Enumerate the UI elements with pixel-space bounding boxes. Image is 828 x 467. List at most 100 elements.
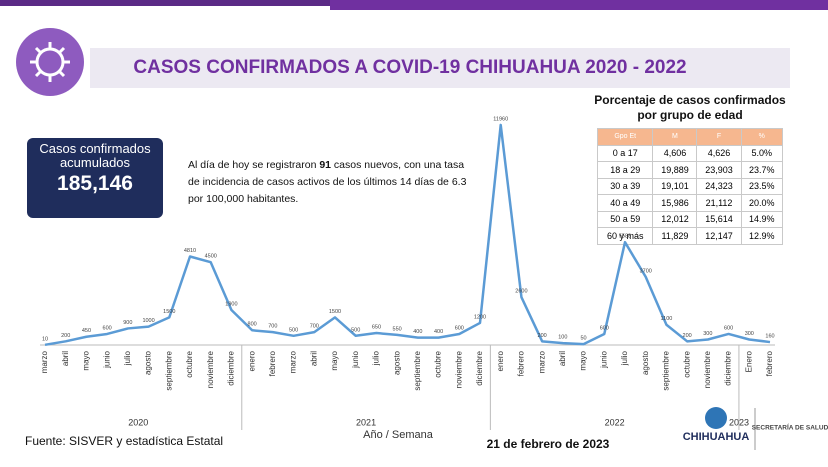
cell: 12,147 [696, 227, 742, 245]
data-label: 1500 [329, 309, 341, 315]
x-tick-label: marzo [40, 350, 49, 373]
virus-spikes [30, 42, 70, 82]
x-tick-label: febrero [268, 350, 277, 376]
summary-box: Casos confirmados acumulados 185,146 [27, 138, 163, 218]
data-label: 4500 [205, 254, 217, 260]
summary-value: 185,146 [57, 172, 133, 195]
x-tick-label: noviembre [206, 350, 215, 388]
note-bold: 91 [319, 159, 332, 171]
table-title: Porcentaje de casos confirmados por grup… [594, 93, 786, 122]
x-tick-label: junio [599, 350, 608, 368]
header-cell: M [652, 128, 698, 146]
x-tick-label: octubre [434, 350, 443, 377]
x-tick-label: diciembre [227, 350, 236, 385]
x-tick-label: febrero [765, 350, 774, 376]
x-tick-label: mayo [82, 350, 91, 370]
data-label: 1200 [474, 314, 486, 320]
x-tick-label: abril [558, 351, 567, 366]
data-label: 700 [310, 324, 319, 330]
age-table: Gpo Et M F% 0 a 17 4,606 4,626 5.0% 18 a 29 19,8… [596, 128, 783, 245]
x-tick-label: enero [247, 350, 256, 371]
cell: 5.0% [740, 144, 783, 162]
data-label: 200 [61, 333, 70, 339]
x-tick-label: julio [123, 350, 132, 366]
x-tick-label: marzo [537, 350, 546, 373]
data-label: 300 [745, 331, 754, 337]
data-label: 600 [455, 325, 464, 331]
title: CASOS CONFIRMADOS A COVID-19 CHIHUAHUA 2… [133, 57, 686, 78]
logo-emblem [705, 407, 727, 429]
x-tick-label: septiembre [164, 350, 173, 390]
data-label: 1000 [142, 318, 154, 324]
logo-text: CHIHUAHUA [683, 431, 750, 443]
top-bar-accent [330, 0, 828, 10]
data-label: 200 [538, 333, 547, 339]
virus-icon [16, 28, 84, 96]
x-tick-label: mayo [579, 350, 588, 370]
year-label: 2022 [605, 417, 625, 427]
x-tick-label: febrero [517, 350, 526, 376]
summary-label: Casos confirmados acumulados [39, 141, 151, 170]
x-tick-label: julio [372, 350, 381, 366]
x-axis-title: Año / Semana [363, 429, 434, 441]
x-tick-label: mayo [330, 350, 339, 370]
x-tick-label: agosto [144, 350, 153, 375]
data-label: 600 [724, 325, 733, 331]
title-band [90, 48, 790, 88]
data-label: 600 [600, 325, 609, 331]
note-text: casos nuevos, con una tasa de incidencia… [188, 159, 467, 205]
x-tick-label: octubre [682, 350, 691, 377]
row: 40 a 49 15,986 21,112 20.0% [596, 194, 783, 212]
data-label: 3700 [640, 268, 652, 274]
x-tick-label: enero [496, 350, 505, 371]
data-label: 500 [351, 327, 360, 333]
x-tick-label: abril [61, 351, 70, 366]
data-label: 700 [268, 324, 277, 330]
x-tick-label: abril [309, 351, 318, 366]
cell: 12.9% [740, 227, 783, 245]
x-tick-label: diciembre [475, 350, 484, 385]
data-label: 160 [765, 334, 774, 340]
row: 30 a 39 19,101 24,323 23.5% [596, 177, 783, 195]
data-label: 4810 [184, 248, 196, 254]
x-tick-label: septiembre [662, 350, 671, 390]
header-cell: F [696, 128, 742, 146]
data-label: 550 [393, 326, 402, 332]
data-label: 10 [42, 336, 48, 342]
data-label: 600 [103, 325, 112, 331]
x-tick-label: junio [351, 350, 360, 368]
x-tick-label: agosto [392, 350, 401, 375]
data-label: 100 [558, 335, 567, 341]
date: 21 de febrero de 2023 [487, 437, 610, 451]
header-cell: Gpo Et [596, 128, 654, 146]
data-label: 1100 [661, 316, 673, 322]
data-label: 800 [248, 322, 257, 328]
x-tick-label: junio [102, 350, 111, 368]
x-tick-label: julio [620, 350, 629, 366]
x-tick-label: noviembre [703, 350, 712, 388]
virus-core [35, 47, 65, 77]
data-label: 1500 [163, 309, 175, 315]
series-line [44, 123, 771, 347]
data-label: 300 [703, 331, 712, 337]
data-label: 200 [683, 333, 692, 339]
note: Al día de hoy se registraron 91 casos nu… [188, 157, 468, 208]
x-tick-label: marzo [289, 350, 298, 373]
note-text: Al día de hoy se registraron [188, 159, 320, 171]
row: 60 y más 11,829 12,147 12.9% [596, 227, 783, 245]
x-tick-label: noviembre [454, 350, 463, 388]
data-label: 1900 [225, 301, 237, 307]
source: Fuente: SISVER y estadística Estatal [25, 434, 223, 448]
data-label: 900 [123, 320, 132, 326]
x-tick-label: agosto [641, 350, 650, 375]
data-label: 11960 [493, 116, 508, 122]
data-label: 450 [82, 328, 91, 334]
data-label: 500 [289, 327, 298, 333]
cell: 11,829 [652, 227, 698, 245]
data-label: 50 [581, 336, 587, 342]
data-label: 650 [372, 324, 381, 330]
x-tick-label: Enero [744, 350, 753, 372]
